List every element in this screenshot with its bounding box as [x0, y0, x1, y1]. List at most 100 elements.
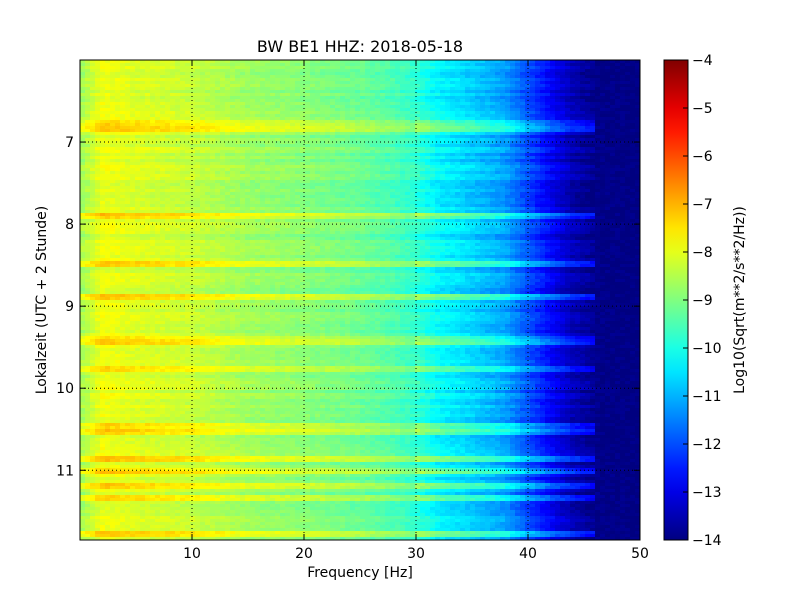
heatmap-cell [265, 153, 270, 156]
heatmap-cell [465, 141, 470, 144]
heatmap-cell [395, 144, 400, 147]
heatmap-cell [115, 138, 120, 141]
heatmap-cell [340, 174, 345, 177]
heatmap-cell [535, 171, 540, 174]
heatmap-cell [565, 132, 570, 135]
heatmap-cell [570, 153, 575, 156]
heatmap-cell [390, 93, 395, 96]
heatmap-cell [515, 99, 520, 102]
heatmap-cell [240, 177, 245, 180]
heatmap-cell [280, 78, 285, 81]
heatmap-cell [125, 189, 130, 192]
heatmap-cell [605, 111, 610, 114]
heatmap-cell [280, 162, 285, 165]
heatmap-cell [320, 183, 325, 186]
heatmap-cell [365, 174, 370, 177]
heatmap-cell [445, 189, 450, 192]
heatmap-cell [225, 66, 230, 69]
heatmap-cell [210, 129, 215, 132]
heatmap-cell [335, 90, 340, 93]
heatmap-cell [90, 72, 95, 75]
heatmap-cell [215, 102, 220, 105]
heatmap-cell [200, 63, 205, 66]
heatmap-cell [530, 120, 535, 123]
heatmap-cell [100, 159, 105, 162]
heatmap-cell [445, 123, 450, 126]
heatmap-cell [555, 189, 560, 192]
heatmap-cell [280, 132, 285, 135]
heatmap-cell [160, 111, 165, 114]
heatmap-cell [100, 153, 105, 156]
heatmap-cell [630, 153, 635, 156]
heatmap-cell [245, 180, 250, 183]
heatmap-cell [575, 147, 580, 150]
heatmap-cell [540, 147, 545, 150]
heatmap-cell [460, 63, 465, 66]
heatmap-cell [280, 129, 285, 132]
heatmap-cell [80, 120, 85, 123]
heatmap-cell [180, 63, 185, 66]
heatmap-cell [135, 132, 140, 135]
heatmap-cell [185, 63, 190, 66]
heatmap-cell [120, 111, 125, 114]
heatmap-cell [555, 141, 560, 144]
heatmap-cell [490, 147, 495, 150]
heatmap-cell [275, 78, 280, 81]
heatmap-cell [610, 132, 615, 135]
heatmap-cell [400, 159, 405, 162]
heatmap-cell [475, 120, 480, 123]
heatmap-cell [225, 126, 230, 129]
heatmap-cell [425, 168, 430, 171]
heatmap-cell [140, 99, 145, 102]
heatmap-cell [355, 141, 360, 144]
heatmap-cell [615, 147, 620, 150]
heatmap-cell [405, 102, 410, 105]
heatmap-cell [180, 153, 185, 156]
heatmap-cell [600, 78, 605, 81]
heatmap-cell [625, 171, 630, 174]
heatmap-cell [565, 138, 570, 141]
heatmap-cell [330, 147, 335, 150]
heatmap-cell [115, 135, 120, 138]
heatmap-cell [220, 126, 225, 129]
heatmap-cell [130, 141, 135, 144]
heatmap-cell [595, 162, 600, 165]
heatmap-cell [430, 60, 435, 63]
heatmap-cell [250, 84, 255, 87]
heatmap-cell [200, 174, 205, 177]
heatmap-cell [475, 99, 480, 102]
heatmap-cell [485, 150, 490, 153]
heatmap-cell [410, 162, 415, 165]
heatmap-cell [280, 144, 285, 147]
heatmap-cell [350, 90, 355, 93]
heatmap-cell [395, 111, 400, 114]
heatmap-cell [345, 96, 350, 99]
heatmap-cell [300, 63, 305, 66]
heatmap-cell [305, 78, 310, 81]
heatmap-cell [155, 168, 160, 171]
heatmap-cell [215, 123, 220, 126]
heatmap-cell [85, 93, 90, 96]
heatmap-cell [350, 135, 355, 138]
heatmap-cell [315, 63, 320, 66]
heatmap-cell [125, 192, 130, 195]
heatmap-cell [325, 147, 330, 150]
heatmap-cell [285, 132, 290, 135]
heatmap-cell [210, 165, 215, 168]
heatmap-cell [195, 126, 200, 129]
heatmap-cell [235, 90, 240, 93]
heatmap-cell [630, 117, 635, 120]
heatmap-cell [370, 177, 375, 180]
heatmap-cell [350, 75, 355, 78]
heatmap-cell [370, 75, 375, 78]
heatmap-cell [580, 171, 585, 174]
heatmap-cell [465, 183, 470, 186]
heatmap-cell [120, 60, 125, 63]
heatmap-cell [155, 90, 160, 93]
heatmap-cell [165, 138, 170, 141]
heatmap-cell [575, 123, 580, 126]
heatmap-cell [165, 60, 170, 63]
heatmap-cell [205, 183, 210, 186]
heatmap-cell [595, 87, 600, 90]
heatmap-cell [120, 171, 125, 174]
